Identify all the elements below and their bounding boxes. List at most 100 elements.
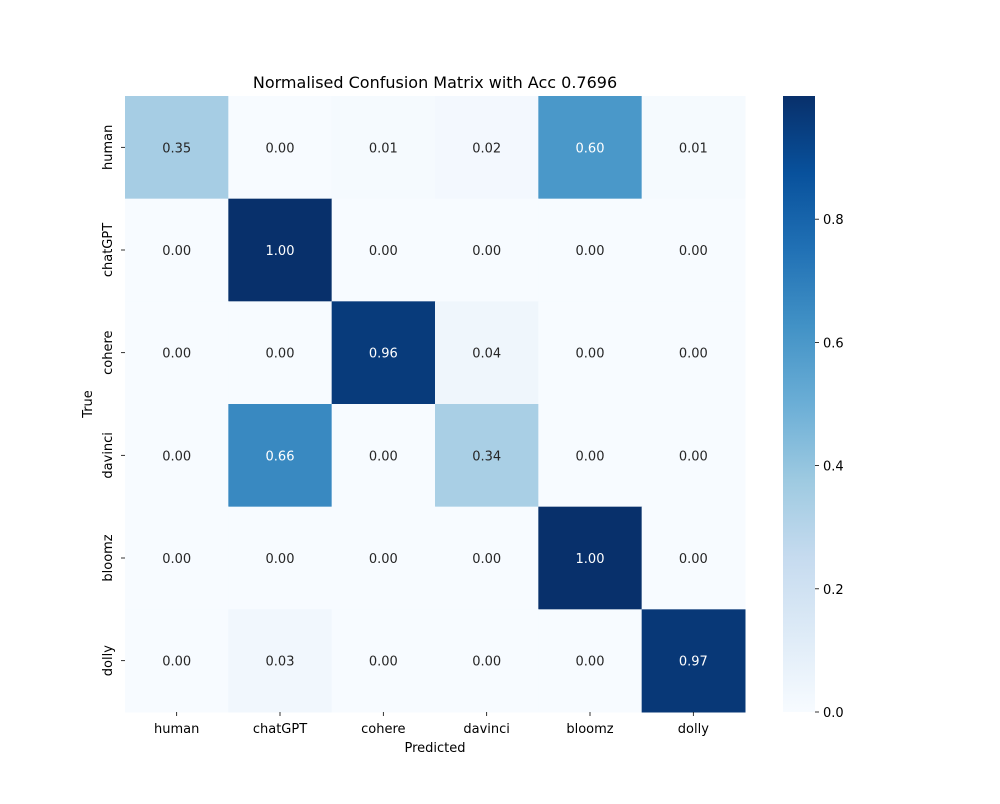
x-axis-label: Predicted — [404, 741, 465, 756]
heatmap-cell — [435, 96, 539, 200]
y-tick-label: bloomz — [101, 534, 116, 581]
y-tick-label: dolly — [101, 645, 116, 676]
y-tick-label: cohere — [101, 330, 116, 374]
heatmap-cell — [228, 506, 333, 610]
x-tick-label: cohere — [361, 722, 405, 737]
heatmap-cell — [641, 609, 746, 713]
cell-value-label: 0.00 — [369, 449, 398, 464]
colorbar-tick-label: 0.8 — [823, 213, 844, 228]
cell-value-labels: 0.35 0.00 0.01 0.02 0.60 0.01 0.00 1.00 0.00 0.00… — [162, 141, 708, 669]
cell-value-label: 0.00 — [472, 655, 501, 670]
heatmap-cell — [641, 301, 746, 405]
cell-value-label: 0.00 — [162, 449, 191, 464]
cell-value-label: 0.00 — [162, 552, 191, 567]
heatmap-cell — [331, 96, 436, 200]
x-tick-label: bloomz — [566, 722, 613, 737]
cell-value-label: 0.00 — [679, 244, 708, 259]
colorbar-tick-label: 0.6 — [823, 336, 844, 351]
heatmap-cell — [228, 96, 333, 200]
heatmap-cell — [228, 609, 333, 713]
heatmap-cell — [125, 301, 229, 405]
cell-value-label: 0.00 — [369, 244, 398, 259]
cell-value-label: 0.00 — [679, 552, 708, 567]
cell-value-label: 0.02 — [472, 141, 501, 156]
heatmap-cells — [125, 96, 746, 713]
colorbar-gradient — [783, 96, 815, 712]
heatmap-cell — [538, 506, 643, 610]
cell-value-label: 0.97 — [679, 655, 708, 670]
cell-value-label: 0.00 — [679, 347, 708, 362]
y-axis-ticks: human chatGPT cohere davinci bloomz dolly — [101, 125, 125, 676]
cell-value-label: 0.00 — [266, 141, 295, 156]
heatmap-cell — [641, 198, 746, 302]
cell-value-label: 0.00 — [369, 655, 398, 670]
x-tick-label: davinci — [463, 722, 510, 737]
cell-value-label: 0.00 — [472, 552, 501, 567]
cell-value-label: 0.01 — [369, 141, 398, 156]
cell-value-label: 0.34 — [472, 449, 501, 464]
cell-value-label: 0.00 — [576, 347, 605, 362]
x-axis-ticks: human chatGPT cohere davinci bloomz dolly — [154, 712, 709, 737]
heatmap-cell — [538, 609, 643, 713]
cell-value-label: 0.60 — [576, 141, 605, 156]
y-tick-label: chatGPT — [101, 223, 116, 277]
heatmap-cell — [435, 404, 539, 508]
colorbar-tick-label: 0.0 — [823, 706, 844, 721]
cell-value-label: 0.96 — [369, 347, 398, 362]
heatmap-cell — [228, 301, 333, 405]
heatmap-cell — [641, 96, 746, 200]
cell-value-label: 1.00 — [266, 244, 295, 259]
heatmap-cell — [331, 198, 436, 302]
cell-value-label: 0.66 — [266, 449, 295, 464]
heatmap-cell — [641, 506, 746, 610]
heatmap-cell — [125, 198, 229, 302]
heatmap-cell — [538, 301, 643, 405]
heatmap-cell — [331, 609, 436, 713]
cell-value-label: 0.00 — [266, 552, 295, 567]
y-tick-label: human — [101, 125, 116, 170]
heatmap-cell — [125, 506, 229, 610]
heatmap-cell — [331, 506, 436, 610]
cell-value-label: 0.00 — [162, 655, 191, 670]
heatmap-cell — [228, 198, 333, 302]
cell-value-label: 0.01 — [679, 141, 708, 156]
colorbar: 0.0 0.2 0.4 0.6 0.8 — [783, 96, 844, 721]
heatmap-cell — [435, 198, 539, 302]
heatmap-cell — [125, 404, 229, 508]
cell-value-label: 0.04 — [472, 347, 501, 362]
cell-value-label: 0.35 — [162, 141, 191, 156]
heatmap-cell — [125, 96, 229, 200]
heatmap-cell — [538, 198, 643, 302]
cell-value-label: 0.00 — [679, 449, 708, 464]
cell-value-label: 0.00 — [369, 552, 398, 567]
y-tick-label: davinci — [101, 432, 116, 479]
cell-value-label: 0.03 — [266, 655, 295, 670]
heatmap-cell — [331, 404, 436, 508]
cell-value-label: 0.00 — [576, 449, 605, 464]
chart-title: Normalised Confusion Matrix with Acc 0.7… — [253, 73, 617, 92]
heatmap-cell — [228, 404, 333, 508]
heatmap-cell — [538, 96, 643, 200]
y-axis-label: True — [81, 390, 96, 419]
cell-value-label: 0.00 — [576, 655, 605, 670]
cell-value-label: 0.00 — [266, 347, 295, 362]
heatmap-cell — [125, 609, 229, 713]
heatmap-cell — [538, 404, 643, 508]
x-tick-label: dolly — [678, 722, 709, 737]
heatmap-cell — [435, 301, 539, 405]
cell-value-label: 0.00 — [162, 347, 191, 362]
cell-value-label: 0.00 — [162, 244, 191, 259]
heatmap-cell — [435, 506, 539, 610]
heatmap-cell — [435, 609, 539, 713]
heatmap-cell — [641, 404, 746, 508]
colorbar-tick-label: 0.2 — [823, 583, 844, 598]
cell-value-label: 0.00 — [472, 244, 501, 259]
heatmap-cell — [331, 301, 436, 405]
x-tick-label: human — [154, 722, 199, 737]
cell-value-label: 1.00 — [576, 552, 605, 567]
x-tick-label: chatGPT — [253, 722, 307, 737]
cell-value-label: 0.00 — [576, 244, 605, 259]
colorbar-tick-label: 0.4 — [823, 460, 844, 475]
